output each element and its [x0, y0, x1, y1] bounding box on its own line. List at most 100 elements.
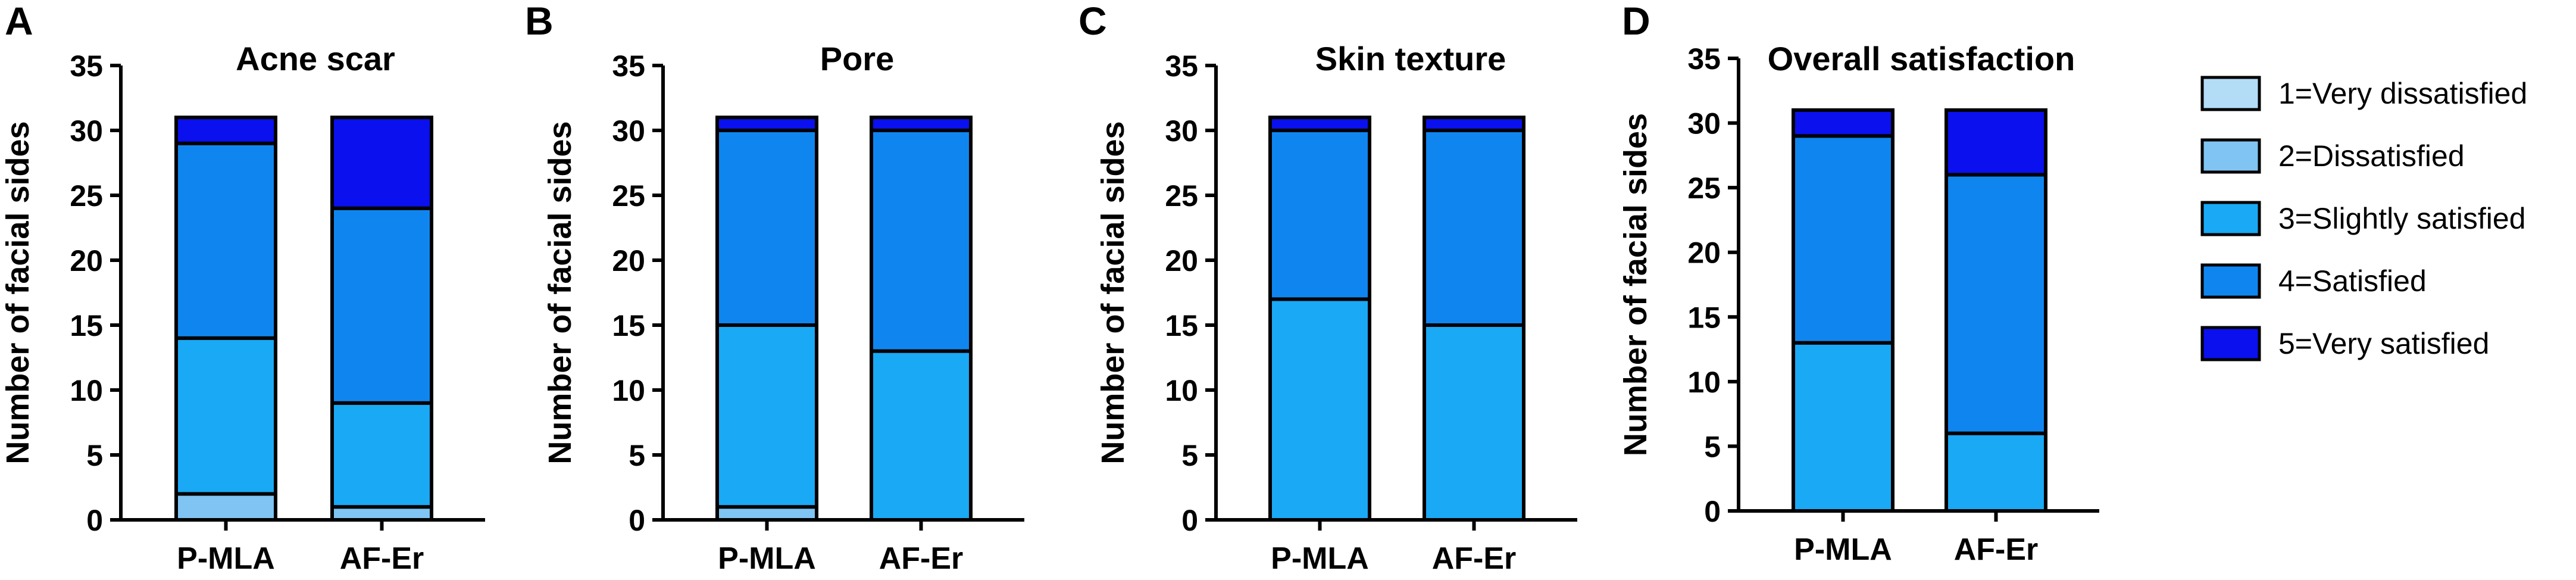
y-tick-label: 20 [612, 244, 645, 277]
y-tick-label: 25 [70, 179, 103, 213]
bar-segment-4 [1268, 129, 1371, 301]
chart-title: Acne scar [236, 40, 395, 77]
y-axis-label: Number of facial sides [542, 121, 578, 464]
legend-label: 2=Dissatisfied [2278, 139, 2465, 173]
legend-item: 5=Very satisfied [2200, 326, 2489, 361]
bar-segment-4 [1944, 173, 2047, 435]
legend-swatch [2200, 201, 2261, 236]
legend-label: 1=Very dissatisfied [2278, 77, 2527, 110]
legend-swatch [2200, 138, 2261, 174]
chart-panels: A Acne scar Number of facial sides P-MLA AF-… [0, 0, 2099, 576]
bar-segment-3 [1944, 431, 2047, 513]
bar-segment-3 [715, 323, 818, 509]
bar-segment-5 [715, 116, 818, 132]
y-tick-label: 0 [86, 504, 103, 537]
bar-segment-5 [330, 116, 433, 210]
panel-letter: D [1622, 0, 1650, 43]
panel-letter: A [5, 0, 33, 43]
y-tick-label: 25 [612, 179, 645, 213]
bar-segment-4 [174, 141, 277, 340]
y-tick-label: 25 [1687, 171, 1721, 205]
y-tick-label: 10 [612, 374, 645, 407]
y-tick-label: 10 [1687, 366, 1721, 399]
y-tick-label: 15 [70, 309, 103, 342]
y-tick-label: 35 [70, 49, 103, 83]
bar-segment-3 [1792, 341, 1895, 513]
legend-item: 3=Slightly satisfied [2200, 201, 2526, 236]
x-tick-label: P-MLA [718, 541, 816, 576]
bar-segment-3 [174, 336, 277, 496]
y-axis-label: Number of facial sides [1095, 121, 1131, 464]
y-tick-label: 10 [70, 374, 103, 407]
y-tick-label: 30 [1165, 114, 1198, 148]
bar-segment-4 [1423, 129, 1525, 327]
y-tick-label: 0 [1704, 495, 1721, 528]
y-tick-label: 20 [1687, 236, 1721, 270]
bar-segment-5 [174, 116, 277, 145]
y-axis-label: Number of facial sides [0, 121, 36, 464]
bar-segment-2 [330, 505, 433, 522]
y-tick-label: 35 [612, 49, 645, 83]
bar-segment-5 [1944, 108, 2047, 177]
x-tick-label: P-MLA [1794, 532, 1892, 567]
y-tick-label: 0 [1181, 504, 1198, 537]
bar-segment-5 [870, 116, 973, 132]
legend-swatch [2200, 263, 2261, 299]
bar-segment-4 [1792, 134, 1895, 345]
chart-title: Overall satisfaction [1768, 40, 2075, 77]
y-tick-label: 20 [70, 244, 103, 277]
legend-label: 4=Satisfied [2278, 264, 2427, 298]
panel-b: B Pore Number of facial sides P-MLA AF-Er 0 5 1… [525, 0, 1024, 576]
chart-title: Pore [820, 40, 895, 77]
x-tick-label: P-MLA [1271, 541, 1369, 576]
y-axis-label: Number of facial sides [1618, 113, 1653, 456]
bar-segment-5 [1268, 116, 1371, 132]
y-tick-label: 30 [70, 114, 103, 148]
y-tick-label: 25 [1165, 179, 1198, 213]
y-tick-label: 5 [1704, 430, 1721, 463]
bar-segment-2 [174, 492, 277, 522]
y-tick-label: 35 [1687, 42, 1721, 76]
legend: 1=Very dissatisfied 2=Dissatisfied 3=Sligh… [2200, 76, 2527, 361]
y-tick-label: 20 [1165, 244, 1198, 277]
y-tick-label: 30 [612, 114, 645, 148]
x-tick-label: P-MLA [177, 541, 275, 576]
legend-label: 3=Slightly satisfied [2278, 202, 2526, 235]
x-tick-label: AF-Er [1954, 532, 2039, 567]
y-tick-label: 5 [86, 439, 103, 472]
bar-segment-2 [715, 505, 818, 522]
bar-segment-3 [870, 349, 973, 522]
y-tick-label: 35 [1165, 49, 1198, 83]
bar-segment-3 [330, 401, 433, 509]
bar-segment-5 [1792, 108, 1895, 138]
panel-a: A Acne scar Number of facial sides P-MLA AF-… [0, 0, 485, 576]
legend-swatch [2200, 76, 2261, 111]
legend-item: 4=Satisfied [2200, 263, 2427, 299]
panel-d: D Overall satisfaction Number of facial si… [1618, 0, 2099, 567]
y-tick-label: 10 [1165, 374, 1198, 407]
panel-c: C Skin texture Number of facial sides P-MLA… [1078, 0, 1577, 576]
panel-letter: C [1078, 0, 1107, 43]
chart-title: Skin texture [1315, 40, 1506, 77]
y-tick-label: 30 [1687, 107, 1721, 141]
x-tick-label: AF-Er [340, 541, 424, 576]
bar-segment-3 [1268, 297, 1371, 522]
x-tick-label: AF-Er [1432, 541, 1517, 576]
y-tick-label: 15 [612, 309, 645, 342]
legend-swatch [2200, 326, 2261, 361]
legend-item: 1=Very dissatisfied [2200, 76, 2527, 111]
y-tick-label: 15 [1165, 309, 1198, 342]
y-tick-label: 5 [1181, 439, 1198, 472]
y-tick-label: 0 [629, 504, 645, 537]
panel-letter: B [525, 0, 554, 43]
bar-segment-3 [1423, 323, 1525, 522]
y-tick-label: 15 [1687, 301, 1721, 334]
bar-segment-5 [1423, 116, 1525, 132]
y-tick-label: 5 [629, 439, 645, 472]
legend-item: 2=Dissatisfied [2200, 138, 2465, 174]
x-tick-label: AF-Er [879, 541, 964, 576]
bar-segment-4 [715, 129, 818, 327]
legend-label: 5=Very satisfied [2278, 327, 2489, 360]
bar-segment-4 [330, 206, 433, 405]
